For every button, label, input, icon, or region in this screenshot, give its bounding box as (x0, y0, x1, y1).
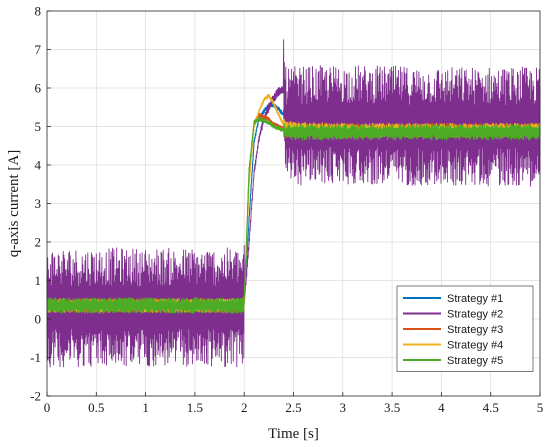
x-tick-label: 4 (438, 400, 445, 415)
y-tick-label: 7 (35, 42, 42, 57)
x-tick-label: 3 (340, 400, 347, 415)
series-layer (46, 39, 541, 368)
x-tick-label: 0.5 (88, 400, 104, 415)
y-tick-label: -2 (30, 389, 41, 404)
legend-items: Strategy #1 Strategy #2 Strategy #3 Strateg… (403, 293, 503, 367)
x-axis-title: Time [s] (268, 426, 319, 442)
x-tick-label: 2 (241, 400, 248, 415)
legend: Strategy #1 Strategy #2 Strategy #3 Strateg… (396, 285, 534, 372)
legend-label: Strategy #1 (447, 293, 503, 305)
legend-label: Strategy #2 (447, 309, 503, 321)
legend-label: Strategy #5 (447, 355, 503, 367)
y-tick-label: 1 (35, 273, 42, 288)
legend-label: Strategy #4 (447, 340, 503, 352)
y-tick-label: -1 (30, 350, 41, 365)
x-tick-label: 2.5 (285, 400, 301, 415)
x-tick-label: 5 (537, 400, 544, 415)
x-tick-label: 1 (142, 400, 149, 415)
y-tick-label: 0 (35, 312, 42, 327)
legend-label: Strategy #3 (447, 324, 503, 336)
y-tick-label: 2 (35, 235, 42, 250)
series-line-5 (46, 116, 541, 314)
x-tick-label: 3.5 (384, 400, 400, 415)
y-tick-label: 4 (35, 158, 42, 173)
y-tick-label: 5 (35, 119, 42, 134)
x-tick-label: 4.5 (483, 400, 499, 415)
y-tick-label: 3 (35, 196, 42, 211)
x-tick-label: 0 (44, 400, 51, 415)
y-tick-label: 8 (35, 4, 42, 19)
x-tick-label: 1.5 (187, 400, 203, 415)
y-tick-label: 6 (35, 81, 42, 96)
tick-layer: 0 0.5 1 1.5 2 2.5 3 3.5 4 4.5 5 -2 -1 0 1 2 3 4 5 6 7 8 (30, 4, 543, 416)
y-axis-title: q-axis current [A] (6, 150, 22, 257)
